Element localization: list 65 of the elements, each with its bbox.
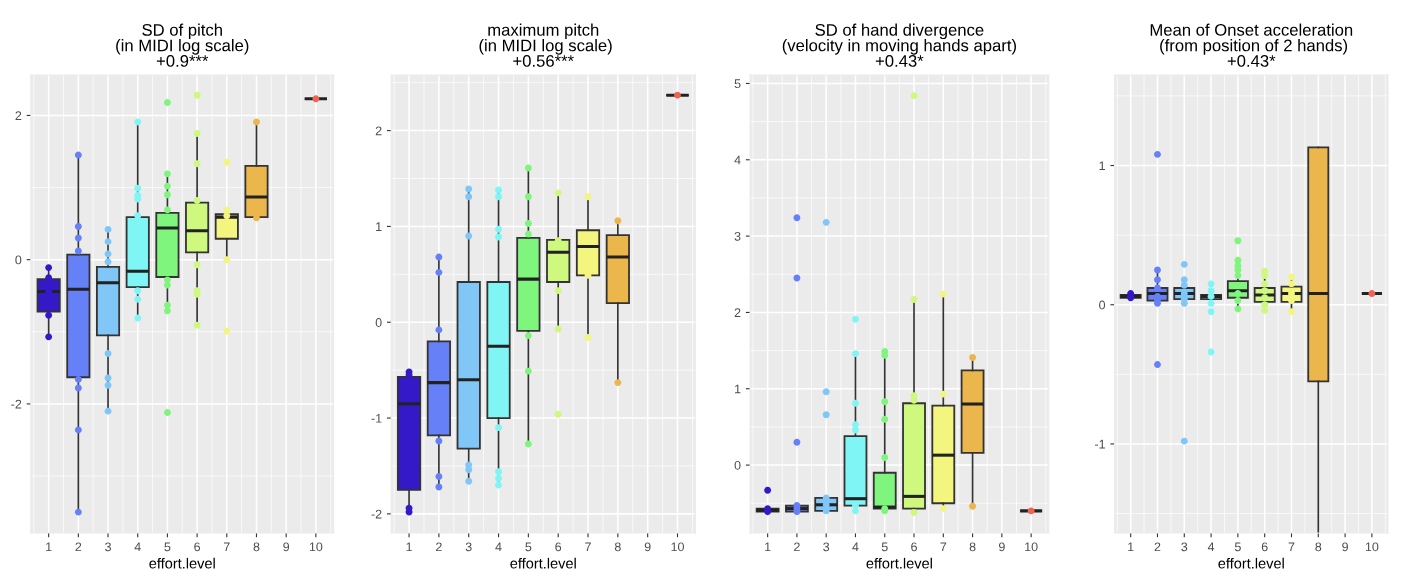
x-tick-label: 4 (852, 542, 859, 552)
x-tick-label: 7 (585, 542, 591, 552)
y-tick-label: 0 (15, 255, 22, 265)
x-tick-label: 5 (881, 542, 888, 552)
x-tick-label: 5 (525, 542, 532, 552)
y-tick-label: 1 (1099, 161, 1105, 171)
y-tick-label: -2 (11, 399, 22, 409)
x-tick-label: 3 (823, 542, 830, 552)
x-tick-label: 9 (644, 542, 651, 552)
x-axis-title: effort.level (149, 557, 215, 569)
x-tick-label: 6 (911, 542, 917, 552)
chart-title: SD of hand divergence (velocity in moving hands apart) +0.43* (782, 23, 1016, 67)
y-tick-label: 1 (735, 384, 741, 394)
x-tick-label: 4 (134, 542, 141, 552)
x-tick-label: 10 (309, 542, 323, 552)
x-tick-label: 1 (1128, 542, 1134, 552)
y-tick-label: 2 (734, 308, 741, 317)
x-tick-label: 10 (1365, 542, 1379, 552)
chart-title: maximum pitch (in MIDI log scale) +0.56*** (479, 23, 612, 67)
x-tick-label: 3 (465, 542, 472, 552)
x-tick-label: 7 (940, 542, 947, 552)
x-axis-title: effort.level (510, 557, 576, 569)
x-tick-label: 5 (1234, 542, 1241, 552)
chart-title: SD of pitch (in MIDI log scale) +0.9*** (116, 23, 249, 67)
y-tick-label: 1 (376, 222, 382, 231)
y-tick-label: 4 (734, 155, 741, 165)
x-tick-label: 2 (794, 542, 800, 552)
x-tick-label: 5 (164, 542, 171, 552)
x-tick-label: 8 (614, 542, 621, 552)
y-tick-label: 5 (734, 79, 741, 89)
y-tick-label: -1 (371, 413, 382, 423)
y-tick-label: -2 (371, 509, 382, 519)
x-tick-label: 2 (436, 542, 442, 552)
y-tick-label: 0 (1099, 300, 1106, 310)
x-axis-title: effort.level (866, 557, 932, 569)
x-tick-label: 8 (1315, 542, 1322, 552)
x-tick-label: 4 (1207, 542, 1215, 552)
x-tick-label: 7 (1288, 542, 1295, 552)
chart-title: Mean of Onset acceleration (from position of 2 hands) +0.43* (1150, 23, 1353, 67)
x-axis-title: effort.level (1218, 557, 1284, 569)
x-tick-label: 6 (194, 542, 201, 552)
x-tick-label: 6 (1261, 542, 1268, 552)
x-tick-label: 3 (1181, 542, 1188, 552)
x-tick-label: 6 (555, 542, 562, 552)
x-tick-label: 9 (283, 542, 290, 552)
x-tick-label: 1 (406, 542, 412, 552)
x-tick-label: 1 (765, 542, 771, 552)
x-tick-label: 4 (495, 542, 502, 552)
x-tick-label: 10 (671, 542, 684, 552)
x-tick-label: 7 (223, 542, 230, 552)
x-tick-label: 9 (1342, 542, 1348, 552)
x-tick-label: 10 (1025, 542, 1038, 552)
y-tick-label: 2 (375, 126, 382, 136)
x-tick-label: 8 (253, 542, 260, 552)
y-tick-label: 0 (734, 460, 741, 470)
x-tick-label: 9 (998, 542, 1005, 552)
x-tick-label: 2 (75, 542, 82, 552)
x-tick-label: 8 (969, 542, 976, 552)
x-tick-label: 1 (46, 542, 52, 552)
y-tick-label: 0 (375, 318, 382, 327)
x-tick-label: 3 (105, 542, 111, 552)
x-tick-label: 2 (1154, 542, 1161, 552)
y-tick-label: -1 (1095, 439, 1105, 449)
y-tick-label: 2 (15, 111, 22, 120)
y-tick-label: 3 (734, 231, 741, 241)
